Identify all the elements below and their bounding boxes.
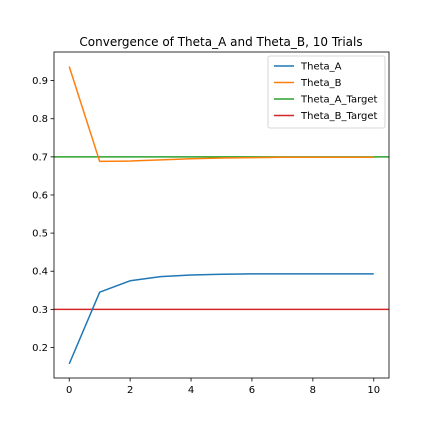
y-tick-label: 0.6 [32, 190, 48, 201]
y-axis: 0.2 0.3 0.4 0.5 0.6 0.7 0.8 0.9 [32, 76, 54, 354]
x-tick-label: 0 [66, 385, 72, 396]
legend-box [267, 55, 386, 129]
y-tick-label: 0.3 [32, 305, 48, 316]
x-tick-label: 8 [310, 385, 316, 396]
y-tick-label: 0.7 [32, 152, 48, 163]
chart-title: Convergence of Theta_A and Theta_B, 10 T… [79, 35, 362, 49]
y-tick-label: 0.5 [32, 229, 48, 240]
legend-label: Theta_B [300, 78, 342, 89]
axes-frame [53, 51, 390, 379]
y-tick-label: 0.9 [32, 76, 48, 87]
series-line-1 [68, 273, 374, 365]
y-tick-label: 0.8 [32, 114, 48, 125]
x-tick-label: 6 [249, 385, 255, 396]
x-axis: 0 2 4 6 8 10 [66, 378, 380, 396]
plot-area [54, 66, 389, 365]
series-line-2 [68, 66, 374, 163]
legend-label: Theta_B_Target [300, 111, 378, 122]
x-tick-label: 4 [188, 385, 194, 396]
y-tick-label: 0.4 [32, 267, 48, 278]
y-tick-label: 0.2 [32, 343, 48, 354]
legend-label: Theta_A [300, 62, 342, 73]
x-tick-label: 10 [367, 385, 380, 396]
legend: Theta_A Theta_B Theta_A_Target Theta_B_Targ… [267, 55, 386, 129]
legend-label: Theta_A_Target [300, 95, 378, 106]
x-tick-label: 2 [127, 385, 133, 396]
